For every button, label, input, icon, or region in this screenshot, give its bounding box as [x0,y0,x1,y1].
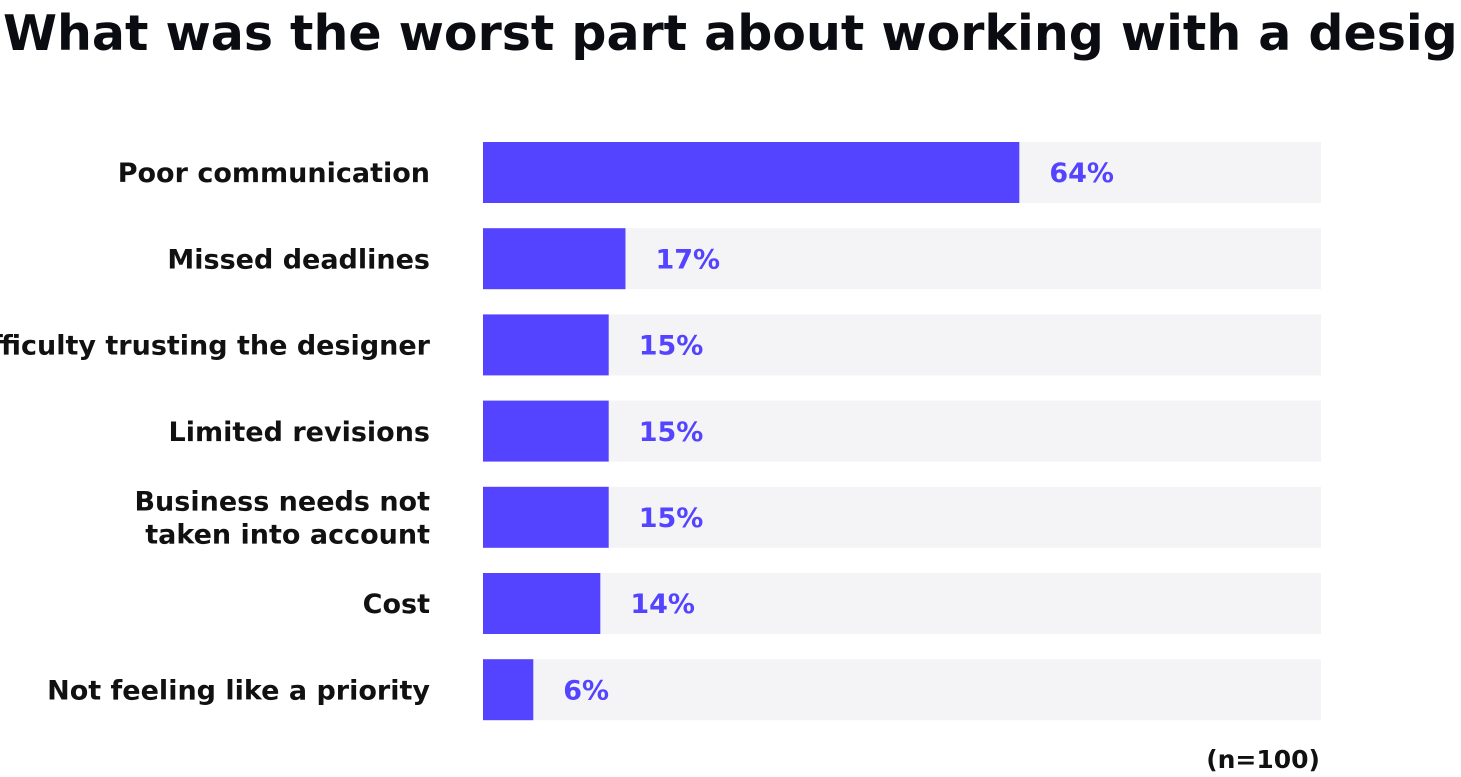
bar [483,142,1020,203]
sample-size-note: (n=100) [1206,745,1320,774]
value-label: 15% [639,503,704,534]
category-label: Missed deadlines [167,244,430,275]
category-label: Cost [363,589,430,620]
bar [483,573,601,634]
value-label: 17% [655,244,720,275]
value-label: 6% [563,675,609,706]
category-label: Poor communication [118,158,430,189]
bar [483,486,609,548]
bar-track [483,573,1321,634]
bar [483,400,609,462]
category-label: Limited revisions [169,417,430,448]
bar-track [483,400,1321,462]
value-label: 15% [639,331,704,362]
category-label: Difficulty trusting the designer [0,331,431,362]
bar-rows: Poor communication 64% Missed deadlines 17%… [0,142,1321,721]
bar-track [483,314,1321,376]
bar-track [483,486,1321,548]
bar-track [483,659,1321,721]
chart-title: What was the worst part about working wi… [3,5,1461,62]
category-label: Not feeling like a priority [47,675,430,706]
value-label: 64% [1049,158,1114,189]
category-label: Business needs not [134,487,430,518]
category-label: taken into account [145,520,430,551]
bar [483,228,626,290]
bar [483,314,609,376]
value-label: 15% [639,417,704,448]
value-label: 14% [630,589,695,620]
bar [483,659,534,721]
